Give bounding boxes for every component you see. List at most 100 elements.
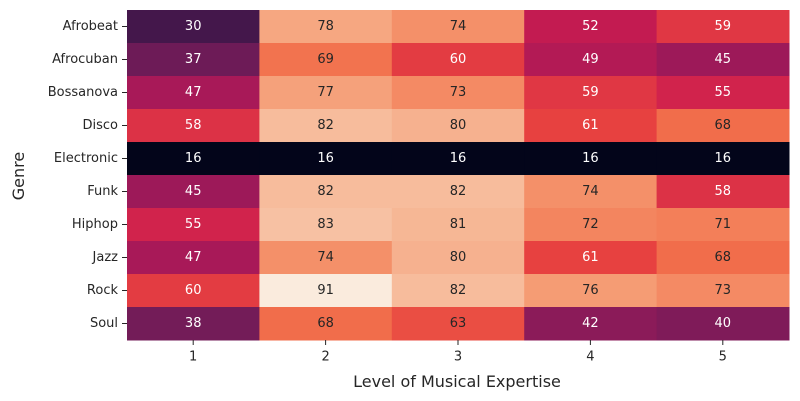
y-tick-label-funk: Funk <box>87 184 118 199</box>
cell-value-label: 83 <box>317 217 334 232</box>
cell-value-label: 82 <box>450 184 467 199</box>
cell-value-label: 60 <box>450 52 467 67</box>
heatmap-cell-bossanova-3 <box>391 76 525 110</box>
heatmap-cell-hiphop-2 <box>259 208 393 242</box>
cell-value-label: 73 <box>715 283 732 298</box>
cell-value-label: 49 <box>582 52 599 67</box>
cell-value-label: 40 <box>715 316 732 331</box>
cell-value-label: 72 <box>582 217 599 232</box>
cell-value-label: 42 <box>582 316 599 331</box>
cell-value-label: 16 <box>317 151 334 166</box>
heatmap-cell-hiphop-4 <box>524 208 658 242</box>
cell-value-label: 82 <box>317 118 334 133</box>
heatmap-cell-jazz-1 <box>127 241 260 275</box>
x-axis-title: Level of Musical Expertise <box>353 372 561 391</box>
cell-value-label: 60 <box>185 283 202 298</box>
heatmap-cell-bossanova-4 <box>524 76 658 110</box>
y-tick-label-jazz: Jazz <box>92 250 119 265</box>
heatmap-cell-soul-1 <box>127 307 260 341</box>
x-tick-label-4: 4 <box>586 350 594 365</box>
heatmap-cell-rock-1 <box>127 274 260 308</box>
cell-value-label: 45 <box>715 52 732 67</box>
heatmap-cell-hiphop-3 <box>391 208 525 242</box>
cell-value-label: 58 <box>185 118 202 133</box>
heatmap-cell-disco-4 <box>524 109 658 143</box>
heatmap-cell-electronic-1 <box>127 142 260 176</box>
y-axis: Afrobeat Afrocuban Bossanova Disco Electroni… <box>48 19 127 331</box>
heatmap-cell-afrocuban-3 <box>391 43 525 77</box>
heatmap-cell-bossanova-2 <box>259 76 393 110</box>
cell-value-label: 16 <box>450 151 467 166</box>
cell-value-label: 16 <box>185 151 202 166</box>
heatmap-cell-disco-3 <box>391 109 525 143</box>
heatmap-cell-soul-3 <box>391 307 525 341</box>
y-tick-label-afrobeat: Afrobeat <box>63 19 118 34</box>
cell-value-label: 37 <box>185 52 202 67</box>
heatmap-cell-bossanova-1 <box>127 76 260 110</box>
y-tick-label-hiphop: Hiphop <box>72 217 118 232</box>
cell-value-label: 55 <box>715 85 732 100</box>
cell-value-label: 47 <box>185 250 202 265</box>
heatmap-cell-bossanova-5 <box>656 76 790 110</box>
cell-value-label: 61 <box>582 250 599 265</box>
heatmap-cell-disco-1 <box>127 109 260 143</box>
heatmap-cell-funk-5 <box>656 175 790 209</box>
x-tick-label-2: 2 <box>321 350 329 365</box>
cell-value-label: 45 <box>185 184 202 199</box>
heatmap-cell-funk-4 <box>524 175 658 209</box>
y-tick-label-rock: Rock <box>87 283 119 298</box>
heatmap-cell-rock-2 <box>259 274 393 308</box>
cell-value-label: 76 <box>582 283 599 298</box>
heatmap-cell-jazz-2 <box>259 241 393 275</box>
cell-value-label: 30 <box>185 19 202 34</box>
cell-value-label: 82 <box>317 184 334 199</box>
cell-value-label: 38 <box>185 316 202 331</box>
x-tick-label-3: 3 <box>454 350 462 365</box>
y-tick-label-electronic: Electronic <box>54 151 118 166</box>
heatmap-cell-funk-2 <box>259 175 393 209</box>
heatmap-cells <box>127 10 790 341</box>
cell-value-label: 59 <box>582 85 599 100</box>
heatmap-cell-rock-4 <box>524 274 658 308</box>
heatmap-cell-soul-4 <box>524 307 658 341</box>
cell-value-label: 80 <box>450 250 467 265</box>
heatmap-cell-afrocuban-5 <box>656 43 790 77</box>
heatmap-cell-funk-1 <box>127 175 260 209</box>
heatmap-cell-disco-5 <box>656 109 790 143</box>
cell-value-label: 61 <box>582 118 599 133</box>
cell-value-label: 82 <box>450 283 467 298</box>
heatmap-cell-jazz-4 <box>524 241 658 275</box>
cell-value-label: 71 <box>715 217 732 232</box>
y-axis-title: Genre <box>9 152 28 200</box>
cell-value-label: 68 <box>715 250 732 265</box>
y-tick-label-afrocuban: Afrocuban <box>52 52 118 67</box>
y-tick-label-bossanova: Bossanova <box>48 85 118 100</box>
x-tick-label-5: 5 <box>719 350 727 365</box>
heatmap-cell-afrobeat-3 <box>391 10 525 44</box>
heatmap-cell-afrobeat-5 <box>656 10 790 44</box>
heatmap-cell-hiphop-5 <box>656 208 790 242</box>
cell-value-label: 16 <box>582 151 599 166</box>
cell-value-label: 58 <box>715 184 732 199</box>
heatmap-cell-electronic-4 <box>524 142 658 176</box>
heatmap-cell-afrocuban-4 <box>524 43 658 77</box>
heatmap-cell-afrobeat-2 <box>259 10 393 44</box>
cell-value-label: 77 <box>317 85 334 100</box>
cell-value-label: 73 <box>450 85 467 100</box>
heatmap-cell-afrocuban-1 <box>127 43 260 77</box>
heatmap-cell-soul-2 <box>259 307 393 341</box>
cell-value-label: 63 <box>450 316 467 331</box>
cell-value-label: 91 <box>317 283 334 298</box>
cell-value-label: 47 <box>185 85 202 100</box>
cell-value-label: 69 <box>317 52 334 67</box>
cell-value-label: 78 <box>317 19 334 34</box>
heatmap-cell-rock-3 <box>391 274 525 308</box>
y-tick-label-disco: Disco <box>83 118 119 133</box>
heatmap-cell-electronic-2 <box>259 142 393 176</box>
x-tick-label-1: 1 <box>189 350 197 365</box>
heatmap-cell-afrocuban-2 <box>259 43 393 77</box>
heatmap-cell-soul-5 <box>656 307 790 341</box>
y-tick-label-soul: Soul <box>90 316 118 331</box>
cell-value-label: 59 <box>715 19 732 34</box>
cell-value-label: 74 <box>450 19 467 34</box>
